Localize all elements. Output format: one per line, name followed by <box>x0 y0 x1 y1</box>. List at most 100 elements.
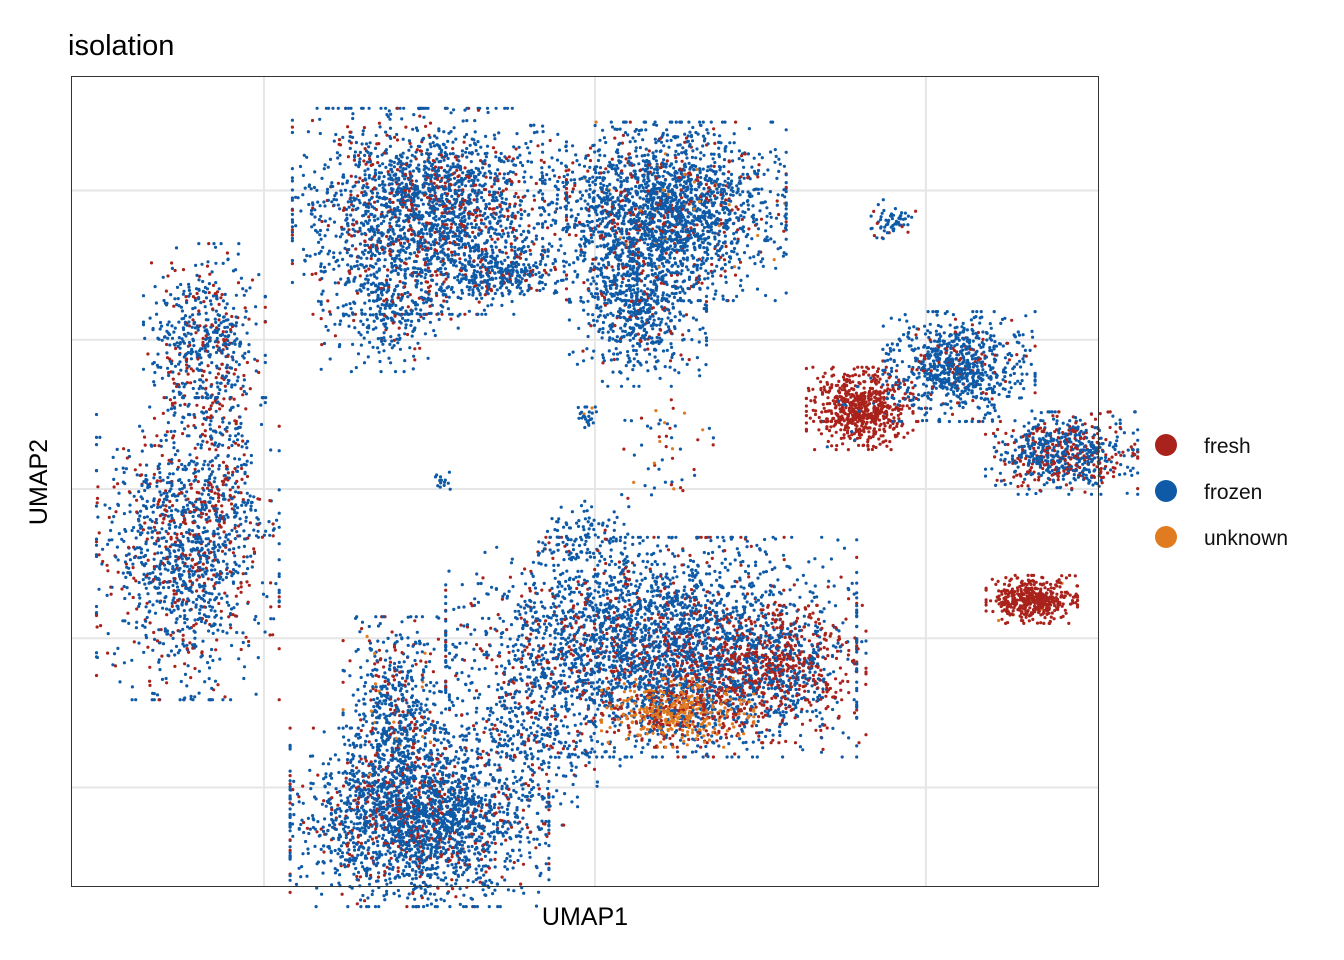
data-point-fresh <box>427 133 431 137</box>
data-point-frozen <box>347 247 351 252</box>
data-point-frozen <box>348 146 352 150</box>
data-point-frozen <box>432 144 437 148</box>
data-point-frozen <box>238 415 242 419</box>
data-point-frozen <box>241 384 245 388</box>
data-point-frozen <box>449 111 453 115</box>
data-point-fresh <box>207 407 212 411</box>
data-point-frozen <box>204 396 208 400</box>
data-point-frozen <box>389 112 393 116</box>
data-point-fresh <box>226 471 230 475</box>
data-point-frozen <box>313 215 317 219</box>
data-point-fresh <box>432 181 436 185</box>
data-point-fresh <box>250 278 255 282</box>
data-point-fresh <box>188 510 192 514</box>
data-point-fresh <box>352 318 356 323</box>
data-point-fresh <box>443 181 447 185</box>
data-point-frozen <box>504 271 509 275</box>
data-point-fresh <box>245 474 250 479</box>
data-point-frozen <box>370 212 374 216</box>
data-point-frozen <box>399 234 403 238</box>
data-point-frozen <box>470 225 474 229</box>
data-point-fresh <box>336 281 341 285</box>
data-point-frozen <box>528 266 532 270</box>
data-point-frozen <box>383 306 387 310</box>
data-point-frozen <box>184 556 188 560</box>
data-point-frozen <box>265 595 269 599</box>
data-point-frozen <box>327 262 331 266</box>
data-point-frozen <box>336 203 340 207</box>
data-point-frozen <box>470 137 474 141</box>
data-point-frozen <box>181 560 185 565</box>
data-point-frozen <box>424 272 428 276</box>
data-point-frozen <box>432 254 436 258</box>
data-point-frozen <box>197 469 201 473</box>
data-point-frozen <box>396 271 400 275</box>
data-point-frozen <box>444 206 448 211</box>
data-point-frozen <box>371 229 376 233</box>
data-point-frozen <box>441 282 445 286</box>
data-point-frozen <box>456 326 460 330</box>
data-point-frozen <box>354 163 358 167</box>
data-point-frozen <box>213 568 217 572</box>
data-point-fresh <box>201 422 205 426</box>
data-point-frozen <box>407 242 412 247</box>
data-point-frozen <box>242 676 246 681</box>
data-point-frozen <box>211 345 216 349</box>
data-point-fresh <box>393 135 397 139</box>
data-point-frozen <box>206 661 210 665</box>
data-point-fresh <box>450 250 454 254</box>
data-point-frozen <box>553 281 558 285</box>
data-point-fresh <box>208 481 212 485</box>
data-point-frozen <box>216 532 220 536</box>
data-point-frozen <box>237 491 241 495</box>
data-point-frozen <box>165 481 169 485</box>
data-point-frozen <box>225 346 229 351</box>
data-point-frozen <box>249 554 253 558</box>
data-point-frozen <box>221 542 225 546</box>
data-point-frozen <box>187 539 191 543</box>
data-point-frozen <box>198 435 202 439</box>
data-point-frozen <box>375 227 379 232</box>
data-point-fresh <box>536 144 540 148</box>
data-point-fresh <box>290 208 294 212</box>
data-point-frozen <box>465 132 469 137</box>
data-point-frozen <box>152 557 156 561</box>
data-point-frozen <box>231 572 235 576</box>
data-point-frozen <box>402 241 406 245</box>
data-point-frozen <box>204 504 208 508</box>
data-point-fresh <box>506 209 510 213</box>
data-point-fresh <box>337 138 342 142</box>
data-point-fresh <box>248 521 252 525</box>
data-point-fresh <box>191 521 195 525</box>
data-point-frozen <box>375 276 379 280</box>
data-point-frozen <box>242 529 246 533</box>
data-point-frozen <box>325 191 329 195</box>
data-point-fresh <box>385 133 389 137</box>
data-point-frozen <box>228 366 232 370</box>
data-point-frozen <box>419 215 423 219</box>
data-point-frozen <box>166 366 170 370</box>
data-point-fresh <box>227 446 231 450</box>
data-point-frozen <box>189 694 193 698</box>
data-point-frozen <box>480 184 484 188</box>
data-point-frozen <box>426 106 430 110</box>
data-point-frozen <box>523 209 527 213</box>
data-point-frozen <box>249 507 253 511</box>
data-point-frozen <box>204 328 209 332</box>
data-point-fresh <box>188 579 192 583</box>
data-point-frozen <box>396 162 400 166</box>
data-point-frozen <box>336 306 340 310</box>
data-point-frozen <box>445 226 449 230</box>
data-point-fresh <box>409 202 414 206</box>
data-point-frozen <box>198 608 202 612</box>
data-point-frozen <box>389 316 393 320</box>
data-point-frozen <box>387 109 391 113</box>
data-point-frozen <box>130 685 134 689</box>
data-point-frozen <box>402 225 406 229</box>
data-point-frozen <box>175 467 180 471</box>
data-point-frozen <box>112 652 117 656</box>
data-point-frozen <box>364 192 368 196</box>
data-point-frozen <box>333 281 337 285</box>
data-point-frozen <box>114 555 118 559</box>
data-point-fresh <box>106 651 110 655</box>
